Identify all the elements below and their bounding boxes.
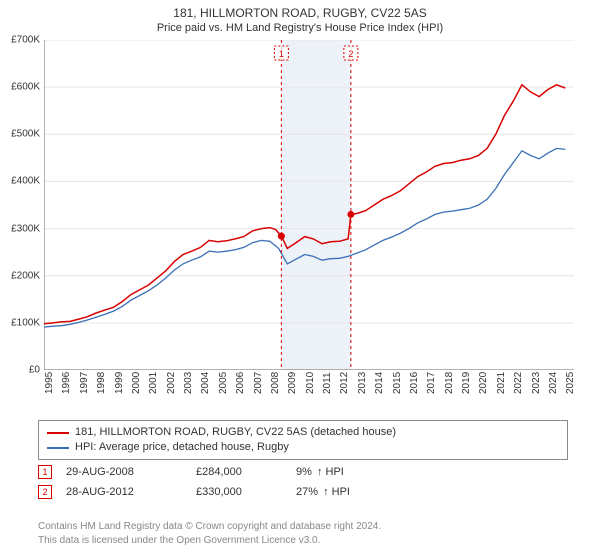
sale-date-1: 29-AUG-2008 (66, 466, 196, 478)
sale-delta-1: 9% HPI (296, 466, 416, 478)
sale-price-2: £330,000 (196, 486, 296, 498)
x-axis: 1995 1996 1997 1998 1999 2000 2001 2002 2003 2004… (44, 370, 574, 420)
svg-text:2: 2 (348, 49, 353, 59)
sale-delta-2-suffix: HPI (332, 486, 350, 498)
title-block: 181, HILLMORTON ROAD, RUGBY, CV22 5AS Pr… (0, 0, 600, 36)
x-tick-label: 2000 (131, 372, 142, 394)
x-tick-label: 1995 (44, 372, 55, 394)
legend-label-2: HPI: Average price, detached house, Rugb… (75, 440, 289, 455)
footer-line-2: This data is licensed under the Open Gov… (38, 534, 568, 548)
y-tick-label: £100K (11, 317, 40, 328)
x-tick-label: 2020 (478, 372, 489, 394)
y-tick-label: £600K (11, 82, 40, 93)
x-tick-label: 1996 (61, 372, 72, 394)
legend-swatch-1 (47, 432, 69, 434)
x-tick-label: 2014 (374, 372, 385, 394)
x-tick-label: 1999 (114, 372, 125, 394)
sales-table: 1 29-AUG-2008 £284,000 9% HPI 2 28-AUG-2… (38, 465, 568, 505)
x-tick-label: 2003 (183, 372, 194, 394)
y-tick-label: £0 (29, 365, 40, 376)
page-subtitle: Price paid vs. HM Land Registry's House … (0, 22, 600, 34)
x-tick-label: 2019 (461, 372, 472, 394)
page-title: 181, HILLMORTON ROAD, RUGBY, CV22 5AS (0, 6, 600, 20)
x-tick-label: 2024 (548, 372, 559, 394)
x-tick-label: 2007 (253, 372, 264, 394)
arrow-up-icon (321, 486, 329, 498)
sale-row-1: 1 29-AUG-2008 £284,000 9% HPI (38, 465, 568, 479)
y-tick-label: £200K (11, 270, 40, 281)
x-tick-label: 2008 (270, 372, 281, 394)
legend-swatch-2 (47, 447, 69, 449)
sale-delta-1-val: 9% (296, 466, 315, 478)
x-tick-label: 2023 (531, 372, 542, 394)
sale-marker-2-label: 2 (42, 487, 47, 497)
arrow-up-icon (315, 466, 323, 478)
sale-date-2: 28-AUG-2012 (66, 486, 196, 498)
x-tick-label: 2002 (166, 372, 177, 394)
legend-label-1: 181, HILLMORTON ROAD, RUGBY, CV22 5AS (d… (75, 425, 396, 440)
y-tick-label: £400K (11, 176, 40, 187)
x-tick-label: 1997 (79, 372, 90, 394)
sale-price-1: £284,000 (196, 466, 296, 478)
x-tick-label: 2006 (235, 372, 246, 394)
chart-area: 12 (44, 40, 574, 370)
x-tick-label: 2004 (200, 372, 211, 394)
x-tick-label: 2025 (565, 372, 576, 394)
x-tick-label: 2001 (148, 372, 159, 394)
chart-svg: 12 (44, 40, 574, 370)
x-tick-label: 2013 (357, 372, 368, 394)
x-tick-label: 2012 (339, 372, 350, 394)
footer-line-1: Contains HM Land Registry data © Crown c… (38, 520, 568, 534)
x-tick-label: 1998 (96, 372, 107, 394)
legend-item-series-2: HPI: Average price, detached house, Rugb… (47, 440, 559, 455)
x-tick-label: 2018 (444, 372, 455, 394)
x-tick-label: 2015 (392, 372, 403, 394)
x-tick-label: 2005 (218, 372, 229, 394)
sale-delta-2-val: 27% (296, 486, 321, 498)
x-tick-label: 2021 (496, 372, 507, 394)
sale-delta-2: 27% HPI (296, 486, 416, 498)
x-tick-label: 2017 (426, 372, 437, 394)
y-tick-label: £500K (11, 129, 40, 140)
legend: 181, HILLMORTON ROAD, RUGBY, CV22 5AS (d… (38, 420, 568, 460)
x-tick-label: 2010 (305, 372, 316, 394)
x-tick-label: 2009 (287, 372, 298, 394)
footer: Contains HM Land Registry data © Crown c… (38, 520, 568, 548)
svg-text:1: 1 (279, 49, 284, 59)
x-tick-label: 2011 (322, 372, 333, 394)
y-tick-label: £700K (11, 35, 40, 46)
y-tick-label: £300K (11, 223, 40, 234)
y-axis: £0£100K£200K£300K£400K£500K£600K£700K (0, 40, 44, 370)
legend-item-series-1: 181, HILLMORTON ROAD, RUGBY, CV22 5AS (d… (47, 425, 559, 440)
x-tick-label: 2022 (513, 372, 524, 394)
sale-marker-1-label: 1 (42, 467, 47, 477)
sale-marker-1: 1 (38, 465, 52, 479)
sale-delta-1-suffix: HPI (326, 466, 344, 478)
sale-row-2: 2 28-AUG-2012 £330,000 27% HPI (38, 485, 568, 499)
x-tick-label: 2016 (409, 372, 420, 394)
sale-marker-2: 2 (38, 485, 52, 499)
